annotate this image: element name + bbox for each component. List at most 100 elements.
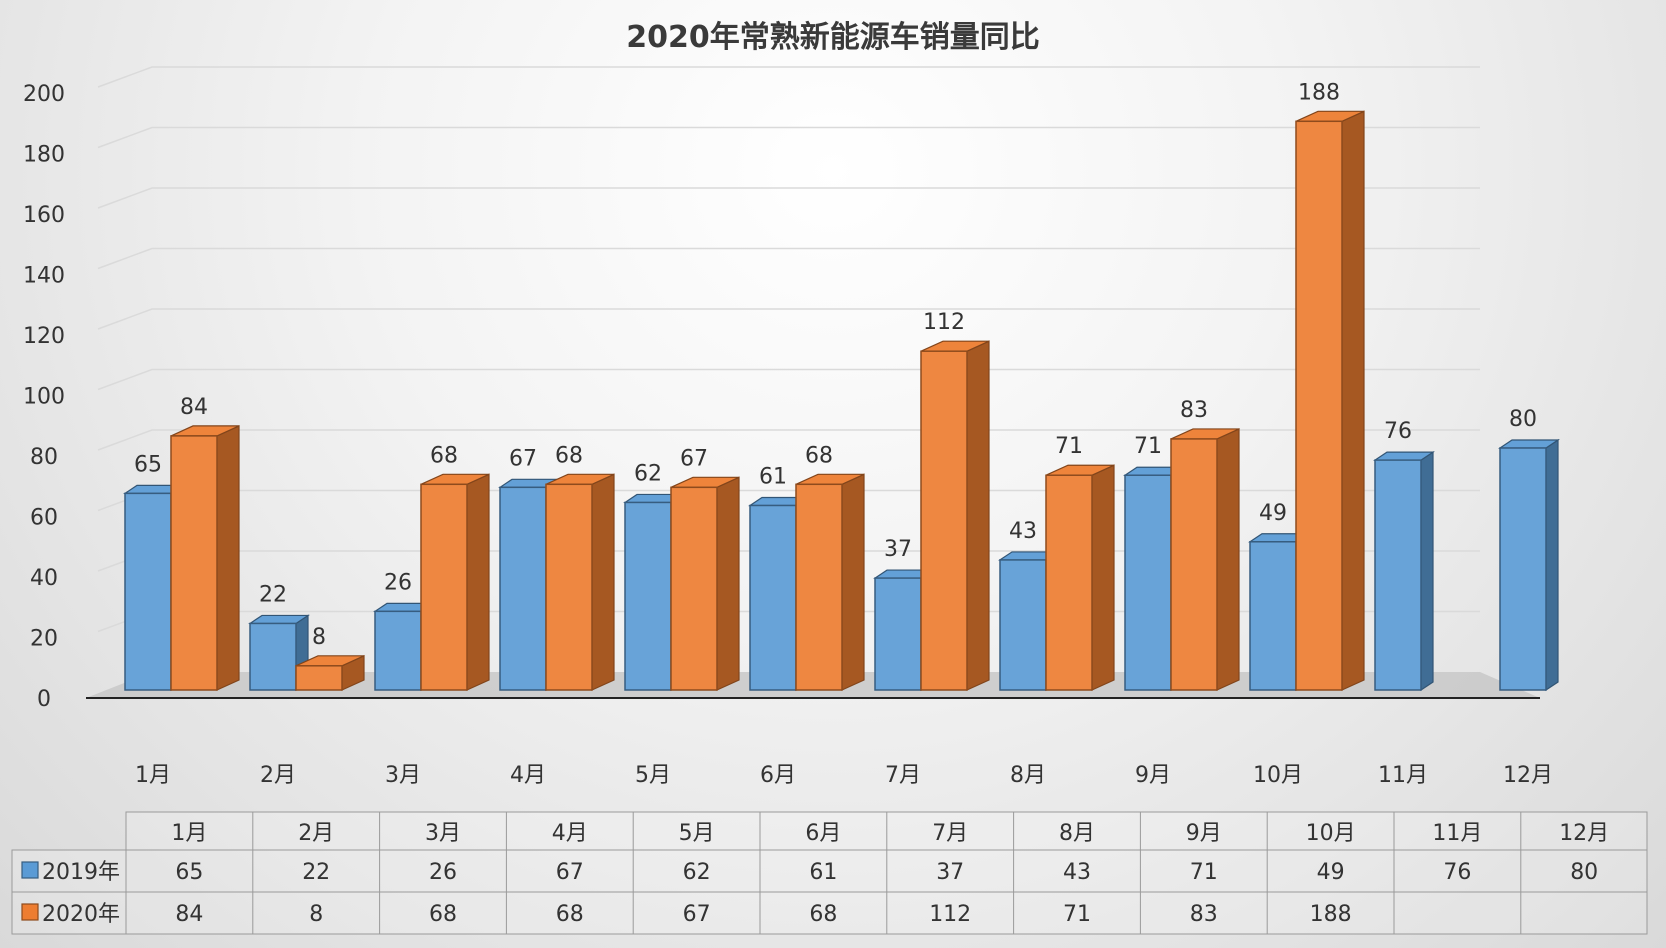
y-tick-label: 20 [30,627,58,652]
bar-side [966,340,990,691]
bar-front [999,559,1047,691]
bar-front [545,483,593,691]
bar-front [1499,447,1547,691]
bar-front [124,492,172,691]
data-label: 62 [634,461,662,486]
bar [1295,110,1365,691]
x-tick-label: 4月 [510,763,546,788]
bar-side [591,473,615,691]
bar-side [1091,464,1115,691]
data-label: 71 [1134,434,1162,459]
data-label: 67 [509,446,537,471]
bar-side [716,476,740,691]
data-table-cell: 188 [1310,902,1352,927]
bar-front [499,486,547,691]
data-label: 67 [680,446,708,471]
bar [795,473,865,691]
bar-front [624,501,672,691]
data-label: 83 [1180,398,1208,423]
y-tick-label: 180 [23,143,65,168]
data-label: 43 [1009,519,1037,544]
gridline [97,187,1480,209]
bar-front [170,435,218,691]
bar [420,473,490,691]
gridline [97,308,1480,330]
data-table-cell: 61 [809,860,837,885]
x-tick-label: 8月 [1010,763,1046,788]
data-table-cell: 68 [429,902,457,927]
data-label: 68 [805,443,833,468]
y-tick-label: 60 [30,506,58,531]
y-tick-label: 100 [23,385,65,410]
data-table-cell: 68 [809,902,837,927]
data-table-cell: 67 [683,902,711,927]
data-label: 8 [312,625,326,650]
data-table-cell: 22 [302,860,330,885]
x-tick-label: 9月 [1135,763,1171,788]
data-label: 188 [1298,80,1340,105]
bar-front [374,610,422,691]
data-table-cell: 8 [309,902,323,927]
y-tick-label: 140 [23,264,65,289]
bar-front [249,622,297,691]
x-tick-label: 1月 [135,763,171,788]
bar-side [1420,450,1434,692]
x-axis-ticks: 1月 2月 3月 4月 5月 6月 7月 8月 9月 10月 11月 12月 [135,763,1553,788]
x-tick-label: 12月 [1503,763,1553,788]
data-label: 65 [134,452,162,477]
data-label: 26 [384,570,412,595]
y-tick-label: 120 [23,324,65,349]
y-tick-label: 200 [23,82,65,107]
gridline [97,368,1480,391]
bar-front [295,665,343,691]
bar [295,654,365,691]
legend-swatch [21,903,39,921]
data-label: 61 [759,464,787,489]
data-table-cell: 71 [1063,902,1091,927]
bar-front [749,504,797,691]
data-table-cell: 43 [1063,860,1091,885]
bar-side [1216,427,1240,691]
data-table-cell: 67 [556,860,584,885]
bar [670,476,740,691]
bar [1170,427,1240,691]
data-table-cell: 62 [683,860,711,885]
y-tick-label: 80 [30,445,58,470]
bars [123,110,1560,692]
x-tick-label: 2月 [260,763,296,788]
data-labels: 65 84 22 8 26 68 67 68 62 67 61 68 37 112 43 71 71 83 49 18… [134,80,1537,650]
data-table-header-cell: 10月 [1306,821,1356,846]
data-table-cell: 112 [929,902,971,927]
data-label: 37 [884,537,912,562]
data-label: 68 [555,443,583,468]
bar-side [1341,110,1365,691]
bar-front [1295,120,1343,691]
data-table-header-cell: 9月 [1186,821,1222,846]
y-tick-label: 160 [23,203,65,228]
data-table-cell: 83 [1190,902,1218,927]
bar-front [874,577,922,691]
gridline [97,66,1480,88]
bar-side [466,473,490,691]
data-table-cell: 71 [1190,860,1218,885]
data-table-header-cell: 2月 [298,821,334,846]
data-table: 1月 2月 3月 4月 5月 6月 7月 8月 9月 10月 11月 12月 2019年 65 22 26 67… [11,811,1648,935]
y-tick-label: 0 [37,687,51,712]
data-label: 80 [1509,407,1537,432]
data-label: 68 [430,443,458,468]
bar [920,340,990,691]
legend-swatch [21,861,39,879]
x-tick-label: 6月 [760,763,796,788]
x-tick-label: 3月 [385,763,421,788]
data-table-cell: 84 [175,902,203,927]
data-table-header-cell: 8月 [1059,821,1095,846]
x-tick-label: 7月 [885,763,921,788]
data-table-cell: 65 [175,860,203,885]
data-table-cell: 37 [936,860,964,885]
data-table-header-cell: 1月 [171,821,207,846]
x-tick-label: 5月 [635,763,671,788]
bar-front [1124,474,1172,691]
data-table-cell: 80 [1570,860,1598,885]
